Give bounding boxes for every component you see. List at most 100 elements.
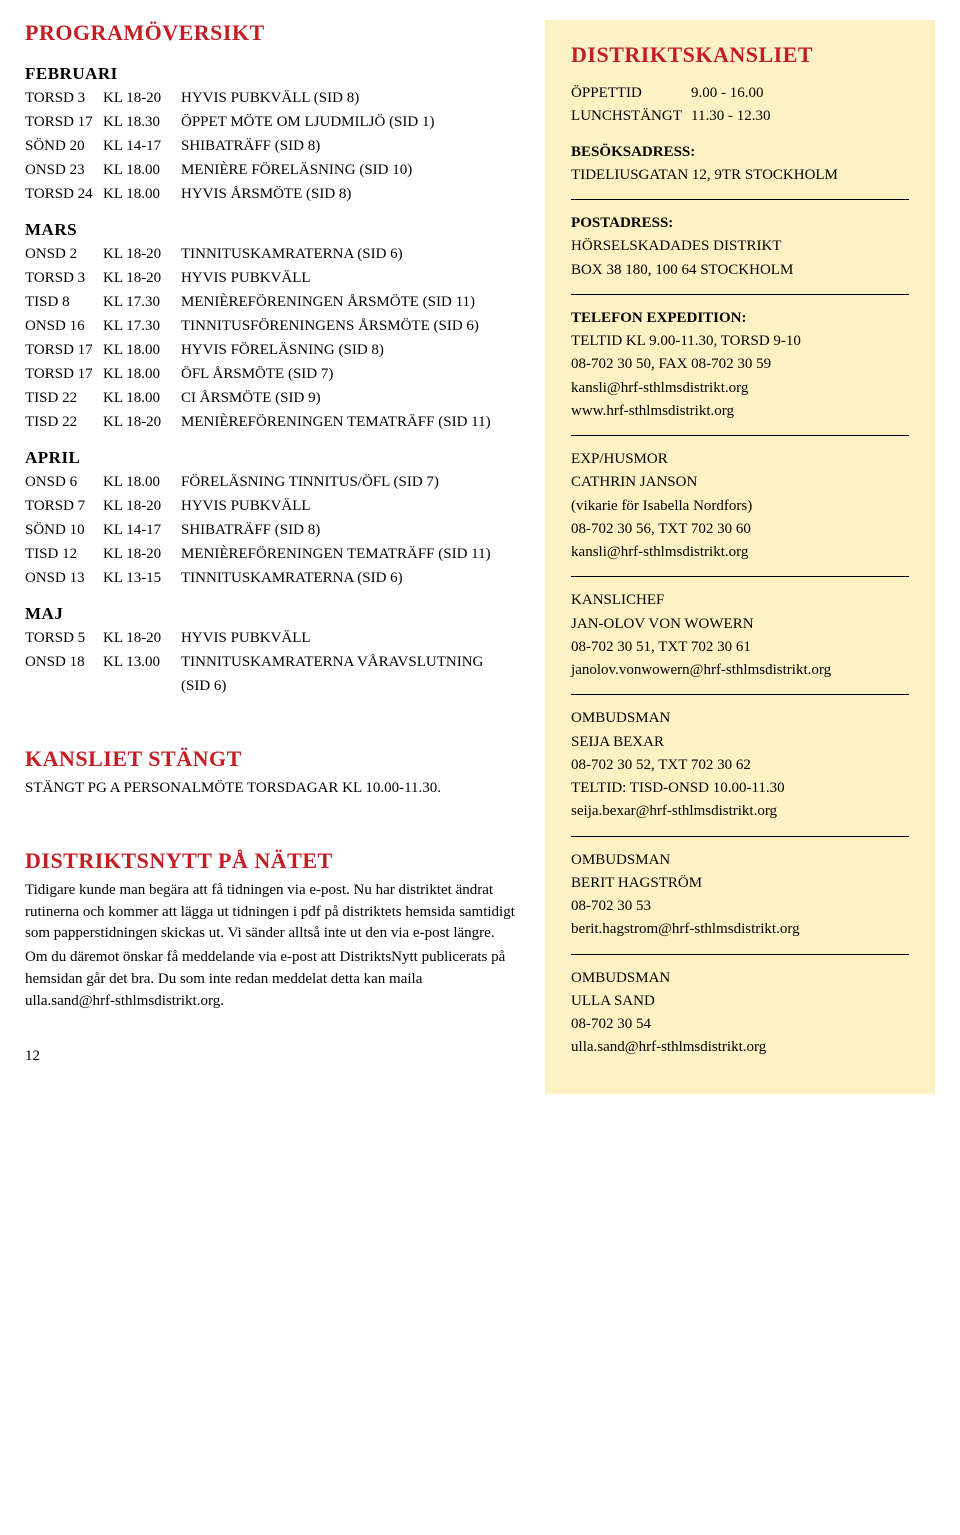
event-row: TORSD 17KL 18.00ÖFL ÅRSMÖTE (SID 7) (25, 362, 515, 386)
event-desc: HYVIS PUBKVÄLL (181, 494, 515, 518)
chef-line2: 08-702 30 51, TXT 702 30 61 (571, 636, 909, 659)
separator (571, 294, 909, 295)
phone-line1: TELTID KL 9.00-11.30, TORSD 9-10 (571, 330, 909, 353)
event-day: ONSD 2 (25, 242, 103, 266)
omb2-label: OMBUDSMAN (571, 849, 909, 872)
event-time: KL 18.00 (103, 386, 181, 410)
month-heading: APRIL (25, 448, 515, 468)
open-label: ÖPPETTID (571, 82, 691, 105)
month-heading: MAJ (25, 604, 515, 624)
omb3-line1: ULLA SAND (571, 990, 909, 1013)
event-row: TISD 22KL 18.00CI ÅRSMÖTE (SID 9) (25, 386, 515, 410)
omb2-line1: BERIT HAGSTRÖM (571, 872, 909, 895)
event-day: TORSD 5 (25, 626, 103, 650)
separator (571, 199, 909, 200)
chef-line3: janolov.vonwowern@hrf-sthlmsdistrikt.org (571, 659, 909, 682)
phone-block: TELEFON EXPEDITION: TELTID KL 9.00-11.30… (571, 307, 909, 423)
event-desc: ÖPPET MÖTE OM LJUDMILJÖ (SID 1) (181, 110, 515, 134)
chef-line1: JAN-OLOV VON WOWERN (571, 613, 909, 636)
event-time: KL 17.30 (103, 314, 181, 338)
event-day: ONSD 23 (25, 158, 103, 182)
event-row: TORSD 5KL 18-20HYVIS PUBKVÄLL (25, 626, 515, 650)
husmor-line3: 08-702 30 56, TXT 702 30 60 (571, 518, 909, 541)
event-day: TISD 22 (25, 386, 103, 410)
event-time: KL 18-20 (103, 86, 181, 110)
husmor-label: EXP/HUSMOR (571, 448, 909, 471)
phone-label: TELEFON EXPEDITION: (571, 307, 909, 330)
event-row: TISD 8KL 17.30MENIÈREFÖRENINGEN ÅRSMÖTE … (25, 290, 515, 314)
months-container: FEBRUARITORSD 3KL 18-20HYVIS PUBKVÄLL (S… (25, 64, 515, 698)
separator (571, 836, 909, 837)
omb2-line2: 08-702 30 53 (571, 895, 909, 918)
lunch-label: LUNCHSTÄNGT (571, 105, 691, 128)
event-day: TISD 8 (25, 290, 103, 314)
event-time: KL 18-20 (103, 626, 181, 650)
visit-address-block: BESÖKSADRESS: TIDELIUSGATAN 12, 9TR STOC… (571, 141, 909, 188)
omb2-line3: berit.hagstrom@hrf-sthlmsdistrikt.org (571, 918, 909, 941)
event-day: ONSD 13 (25, 566, 103, 590)
event-day: SÖND 10 (25, 518, 103, 542)
net-text-2: Om du däremot önskar få meddelande via e… (25, 947, 515, 1012)
program-title: PROGRAMÖVERSIKT (25, 20, 515, 46)
separator (571, 576, 909, 577)
separator (571, 954, 909, 955)
omb3-line3: ulla.sand@hrf-sthlmsdistrikt.org (571, 1036, 909, 1059)
phone-line3: kansli@hrf-sthlmsdistrikt.org (571, 377, 909, 400)
event-time: KL 18.30 (103, 110, 181, 134)
event-row: ONSD 13KL 13-15TINNITUSKAMRATERNA (SID 6… (25, 566, 515, 590)
omb3-line2: 08-702 30 54 (571, 1013, 909, 1036)
event-desc: SHIBATRÄFF (SID 8) (181, 518, 515, 542)
lunch-value: 11.30 - 12.30 (691, 105, 770, 128)
event-time: KL 18-20 (103, 542, 181, 566)
event-desc: FÖRELÄSNING TINNITUS/ÖFL (SID 7) (181, 470, 515, 494)
month-heading: FEBRUARI (25, 64, 515, 84)
event-desc: CI ÅRSMÖTE (SID 9) (181, 386, 515, 410)
hours-block: ÖPPETTID9.00 - 16.00 LUNCHSTÄNGT11.30 - … (571, 82, 909, 129)
event-time: KL 18-20 (103, 410, 181, 434)
event-time: KL 14-17 (103, 134, 181, 158)
event-day: TORSD 24 (25, 182, 103, 206)
husmor-block: EXP/HUSMOR CATHRIN JANSON (vikarie för I… (571, 448, 909, 564)
event-day: ONSD 18 (25, 650, 103, 698)
open-value: 9.00 - 16.00 (691, 82, 764, 105)
separator (571, 694, 909, 695)
event-desc: MENIÈREFÖRENINGEN ÅRSMÖTE (SID 11) (181, 290, 515, 314)
event-row: TORSD 17KL 18.00HYVIS FÖRELÄSNING (SID 8… (25, 338, 515, 362)
event-time: KL 18.00 (103, 470, 181, 494)
event-desc: TINNITUSKAMRATERNA VÅRAVSLUTNING (SID 6) (181, 650, 515, 698)
visit-line1: TIDELIUSGATAN 12, 9TR STOCKHOLM (571, 164, 909, 187)
event-time: KL 18.00 (103, 182, 181, 206)
husmor-line4: kansli@hrf-sthlmsdistrikt.org (571, 541, 909, 564)
event-time: KL 18-20 (103, 494, 181, 518)
chef-block: KANSLICHEF JAN-OLOV VON WOWERN 08-702 30… (571, 589, 909, 682)
event-desc: SHIBATRÄFF (SID 8) (181, 134, 515, 158)
omb1-line2: 08-702 30 52, TXT 702 30 62 (571, 754, 909, 777)
event-desc: HYVIS PUBKVÄLL (181, 626, 515, 650)
ombudsman-2-block: OMBUDSMAN BERIT HAGSTRÖM 08-702 30 53 be… (571, 849, 909, 942)
postal-address-block: POSTADRESS: HÖRSELSKADADES DISTRIKT BOX … (571, 212, 909, 282)
event-time: KL 18-20 (103, 242, 181, 266)
ombudsman-3-block: OMBUDSMAN ULLA SAND 08-702 30 54 ulla.sa… (571, 967, 909, 1060)
postal-label: POSTADRESS: (571, 212, 909, 235)
event-row: ONSD 6KL 18.00FÖRELÄSNING TINNITUS/ÖFL (… (25, 470, 515, 494)
net-text-1: Tidigare kunde man begära att få tidning… (25, 880, 515, 945)
event-time: KL 18-20 (103, 266, 181, 290)
event-time: KL 18.00 (103, 158, 181, 182)
event-day: TORSD 7 (25, 494, 103, 518)
omb3-label: OMBUDSMAN (571, 967, 909, 990)
omb1-label: OMBUDSMAN (571, 707, 909, 730)
event-time: KL 13-15 (103, 566, 181, 590)
event-desc: TINNITUSFÖRENINGENS ÅRSMÖTE (SID 6) (181, 314, 515, 338)
event-desc: MENIÈREFÖRENINGEN TEMATRÄFF (SID 11) (181, 542, 515, 566)
kansli-title: DISTRIKTSKANSLIET (571, 42, 909, 68)
right-column: DISTRIKTSKANSLIET ÖPPETTID9.00 - 16.00 L… (545, 20, 935, 1094)
omb1-line3: TELTID: TISD-ONSD 10.00-11.30 (571, 777, 909, 800)
event-desc: HYVIS FÖRELÄSNING (SID 8) (181, 338, 515, 362)
event-time: KL 18.00 (103, 362, 181, 386)
event-row: ONSD 2KL 18-20TINNITUSKAMRATERNA (SID 6) (25, 242, 515, 266)
page-number: 12 (25, 1048, 515, 1065)
closed-text: STÄNGT PG A PERSONALMÖTE TORSDAGAR KL 10… (25, 778, 515, 800)
phone-line2: 08-702 30 50, FAX 08-702 30 59 (571, 353, 909, 376)
event-row: TISD 22KL 18-20MENIÈREFÖRENINGEN TEMATRÄ… (25, 410, 515, 434)
event-row: TISD 12KL 18-20MENIÈREFÖRENINGEN TEMATRÄ… (25, 542, 515, 566)
